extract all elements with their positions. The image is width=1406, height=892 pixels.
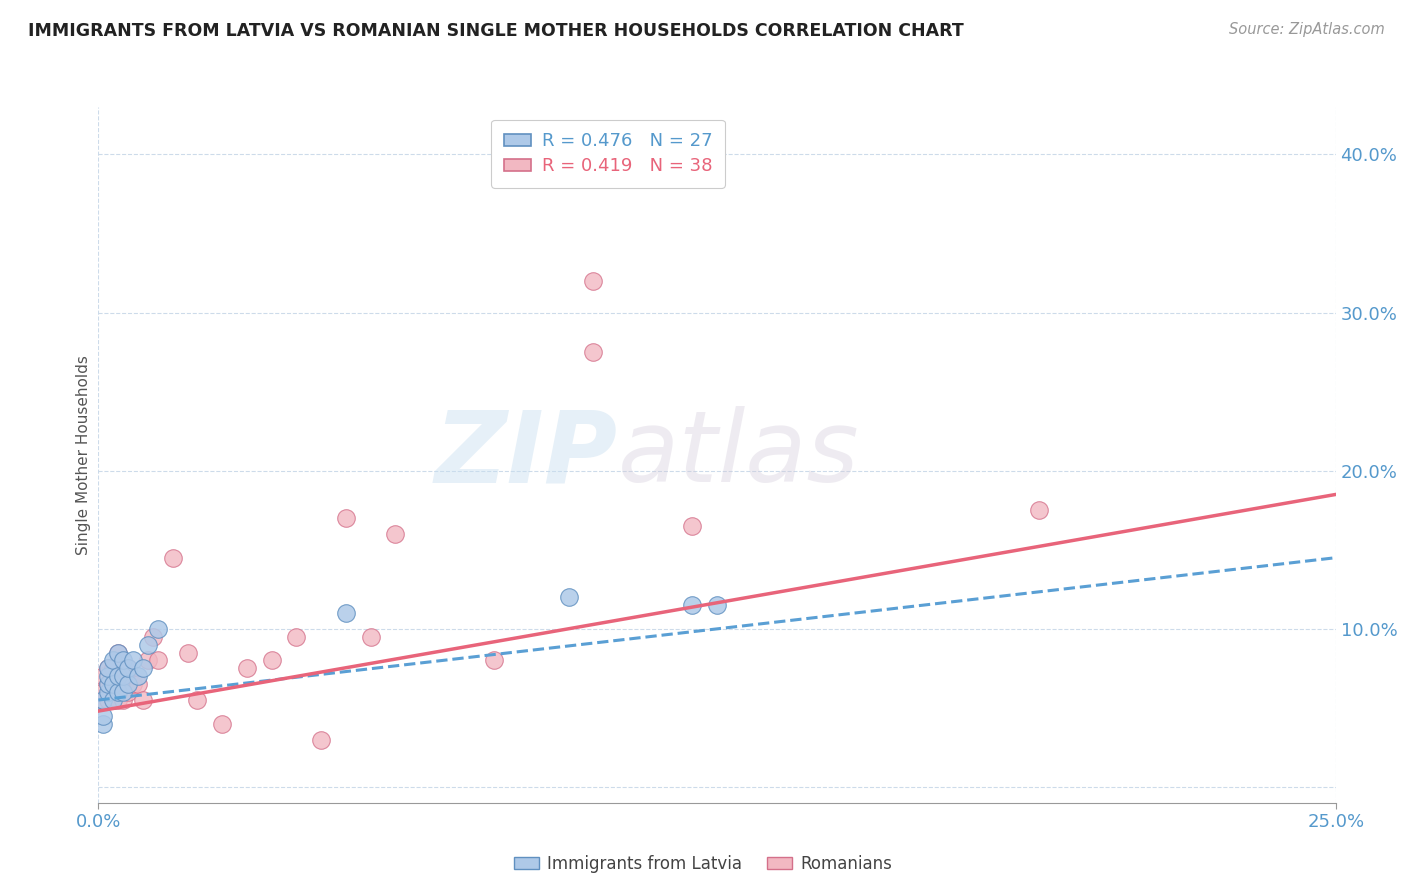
Point [162,550,184,565]
Point [285,630,308,644]
Point [706,598,728,612]
Point [582,345,605,359]
Point [211,716,233,731]
Point [132,661,155,675]
Point [146,622,169,636]
Point [93,716,115,731]
Point [127,677,149,691]
Point [112,685,135,699]
Y-axis label: Single Mother Households: Single Mother Households [76,355,91,555]
Point [103,677,125,691]
Point [97,669,120,683]
Point [117,661,139,675]
Point [93,693,115,707]
Point [112,653,135,667]
Point [136,638,159,652]
Text: Source: ZipAtlas.com: Source: ZipAtlas.com [1229,22,1385,37]
Text: atlas: atlas [619,407,859,503]
Point [236,661,259,675]
Text: IMMIGRANTS FROM LATVIA VS ROMANIAN SINGLE MOTHER HOUSEHOLDS CORRELATION CHART: IMMIGRANTS FROM LATVIA VS ROMANIAN SINGL… [28,22,965,40]
Point [582,274,605,288]
Point [132,693,155,707]
Point [107,677,129,691]
Point [557,591,579,605]
Point [260,653,283,667]
Point [103,653,125,667]
Point [112,693,135,707]
Point [107,646,129,660]
Point [97,677,120,691]
Point [335,606,357,620]
Point [122,677,145,691]
Point [103,693,125,707]
Point [93,708,115,723]
Point [335,511,357,525]
Point [107,646,129,660]
Text: ZIP: ZIP [434,407,619,503]
Point [146,653,169,667]
Point [681,519,703,533]
Point [97,661,120,675]
Point [107,685,129,699]
Point [107,693,129,707]
Point [681,598,703,612]
Point [384,527,406,541]
Point [97,661,120,675]
Point [484,653,506,667]
Legend: Immigrants from Latvia, Romanians: Immigrants from Latvia, Romanians [508,848,898,880]
Point [1028,503,1050,517]
Point [107,669,129,683]
Point [112,669,135,683]
Point [93,693,115,707]
Point [93,685,115,699]
Point [309,732,332,747]
Point [103,661,125,675]
Point [93,669,115,683]
Point [112,677,135,691]
Point [117,661,139,675]
Point [97,685,120,699]
Point [176,646,198,660]
Point [360,630,382,644]
Point [103,677,125,691]
Point [122,653,145,667]
Legend: R = 0.476   N = 27, R = 0.419   N = 38: R = 0.476 N = 27, R = 0.419 N = 38 [491,120,725,188]
Point [117,677,139,691]
Point [186,693,208,707]
Point [97,677,120,691]
Point [136,653,159,667]
Point [127,669,149,683]
Point [97,693,120,707]
Point [103,693,125,707]
Point [142,630,165,644]
Point [117,685,139,699]
